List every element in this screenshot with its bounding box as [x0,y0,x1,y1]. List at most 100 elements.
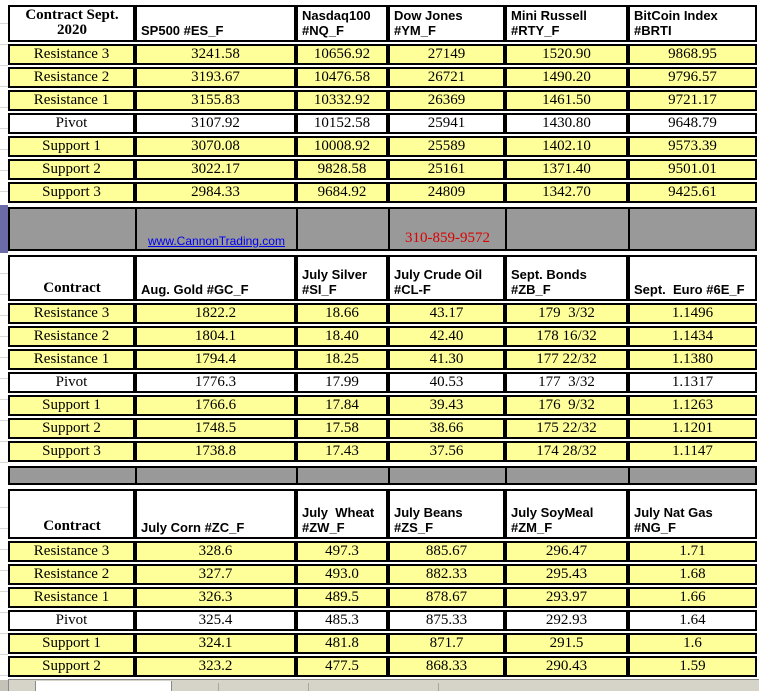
value-cell[interactable]: 485.3 [296,610,388,631]
value-cell[interactable]: 3155.83 [135,90,296,111]
value-cell[interactable]: 497.3 [296,541,388,562]
value-cell[interactable]: 175 22/32 [505,418,628,439]
value-cell[interactable]: 18.40 [296,326,388,347]
value-cell[interactable]: 1490.20 [505,67,628,88]
value-cell[interactable]: 9721.17 [628,90,757,111]
value-cell[interactable]: 1461.50 [505,90,628,111]
row-label-cell[interactable]: Resistance 3 [8,541,135,562]
value-cell[interactable]: 1.1496 [628,303,757,324]
value-cell[interactable]: 481.8 [296,633,388,654]
column-header-cell[interactable]: July Corn #ZC_F [135,489,296,539]
row-label-cell[interactable]: Support 2 [8,656,135,677]
value-cell[interactable]: 1342.70 [505,182,628,203]
row-label-cell[interactable]: Support 1 [8,633,135,654]
value-cell[interactable]: 9684.92 [296,182,388,203]
value-cell[interactable]: 1766.6 [135,395,296,416]
value-cell[interactable]: 17.99 [296,372,388,393]
value-cell[interactable]: 177 22/32 [505,349,628,370]
row-label-cell[interactable]: Support 1 [8,395,135,416]
value-cell[interactable]: 1738.8 [135,441,296,462]
row-label-cell[interactable]: Resistance 2 [8,67,135,88]
value-cell[interactable]: 1.1147 [628,441,757,462]
value-cell[interactable]: 2984.33 [135,182,296,203]
value-cell[interactable]: 871.7 [388,633,505,654]
row-label-cell[interactable]: Resistance 3 [8,44,135,65]
value-cell[interactable]: 10332.92 [296,90,388,111]
row-label-cell[interactable]: Resistance 2 [8,326,135,347]
value-cell[interactable]: 179 3/32 [505,303,628,324]
row-label-cell[interactable]: Support 3 [8,182,135,203]
value-cell[interactable]: 18.66 [296,303,388,324]
column-header-cell[interactable]: Nasdaq100 #NQ_F [296,5,388,42]
value-cell[interactable]: 9501.01 [628,159,757,180]
value-cell[interactable]: 324.1 [135,633,296,654]
value-cell[interactable]: 885.67 [388,541,505,562]
column-header-cell[interactable]: Aug. Gold #GC_F [135,255,296,301]
value-cell[interactable]: 17.58 [296,418,388,439]
value-cell[interactable]: 868.33 [388,656,505,677]
value-cell[interactable]: 27149 [388,44,505,65]
value-cell[interactable]: 1402.10 [505,136,628,157]
value-cell[interactable]: 10656.92 [296,44,388,65]
value-cell[interactable]: 1371.40 [505,159,628,180]
value-cell[interactable]: 39.43 [388,395,505,416]
value-cell[interactable]: 875.33 [388,610,505,631]
value-cell[interactable]: 878.67 [388,587,505,608]
value-cell[interactable]: 25589 [388,136,505,157]
value-cell[interactable]: 1.71 [628,541,757,562]
row-label-cell[interactable]: Pivot [8,610,135,631]
column-header-cell[interactable]: Sept. Bonds #ZB_F [505,255,628,301]
corner-cell[interactable]: Contract [8,255,135,301]
column-header-cell[interactable]: Mini Russell #RTY_F [505,5,628,42]
corner-cell[interactable]: Contract [8,489,135,539]
value-cell[interactable]: 1822.2 [135,303,296,324]
value-cell[interactable]: 25161 [388,159,505,180]
value-cell[interactable]: 24809 [388,182,505,203]
value-cell[interactable]: 3070.08 [135,136,296,157]
value-cell[interactable]: 1776.3 [135,372,296,393]
value-cell[interactable]: 43.17 [388,303,505,324]
value-cell[interactable]: 3022.17 [135,159,296,180]
value-cell[interactable]: 9573.39 [628,136,757,157]
value-cell[interactable]: 327.7 [135,564,296,585]
value-cell[interactable]: 1.6 [628,633,757,654]
value-cell[interactable]: 26369 [388,90,505,111]
row-label-cell[interactable]: Pivot [8,372,135,393]
row-label-cell[interactable]: Support 1 [8,136,135,157]
value-cell[interactable]: 176 9/32 [505,395,628,416]
value-cell[interactable]: 174 28/32 [505,441,628,462]
value-cell[interactable]: 325.4 [135,610,296,631]
value-cell[interactable]: 3241.58 [135,44,296,65]
column-header-cell[interactable]: July Beans #ZS_F [388,489,505,539]
value-cell[interactable]: 323.2 [135,656,296,677]
value-cell[interactable]: 1.64 [628,610,757,631]
value-cell[interactable]: 18.25 [296,349,388,370]
value-cell[interactable]: 38.66 [388,418,505,439]
value-cell[interactable]: 1804.1 [135,326,296,347]
value-cell[interactable]: 178 16/32 [505,326,628,347]
value-cell[interactable]: 1520.90 [505,44,628,65]
value-cell[interactable]: 1794.4 [135,349,296,370]
value-cell[interactable]: 1748.5 [135,418,296,439]
value-cell[interactable]: 489.5 [296,587,388,608]
value-cell[interactable]: 9828.58 [296,159,388,180]
value-cell[interactable]: 477.5 [296,656,388,677]
sheet-tab-bar[interactable] [0,679,759,691]
row-label-cell[interactable]: Resistance 1 [8,349,135,370]
column-header-cell[interactable]: BitCoin Index #BRTI [628,5,757,42]
column-header-cell[interactable]: July SoyMeal #ZM_F [505,489,628,539]
value-cell[interactable]: 1.1201 [628,418,757,439]
value-cell[interactable]: 1430.80 [505,113,628,134]
value-cell[interactable]: 290.43 [505,656,628,677]
value-cell[interactable]: 292.93 [505,610,628,631]
corner-cell[interactable]: Contract Sept. 2020 [8,5,135,42]
column-header-cell[interactable]: SP500 #ES_F [135,5,296,42]
value-cell[interactable]: 882.33 [388,564,505,585]
value-cell[interactable]: 177 3/32 [505,372,628,393]
value-cell[interactable]: 328.6 [135,541,296,562]
value-cell[interactable]: 3107.92 [135,113,296,134]
column-header-cell[interactable]: July Crude Oil #CL-F [388,255,505,301]
value-cell[interactable]: 17.84 [296,395,388,416]
value-cell[interactable]: 326.3 [135,587,296,608]
row-label-cell[interactable]: Resistance 1 [8,90,135,111]
